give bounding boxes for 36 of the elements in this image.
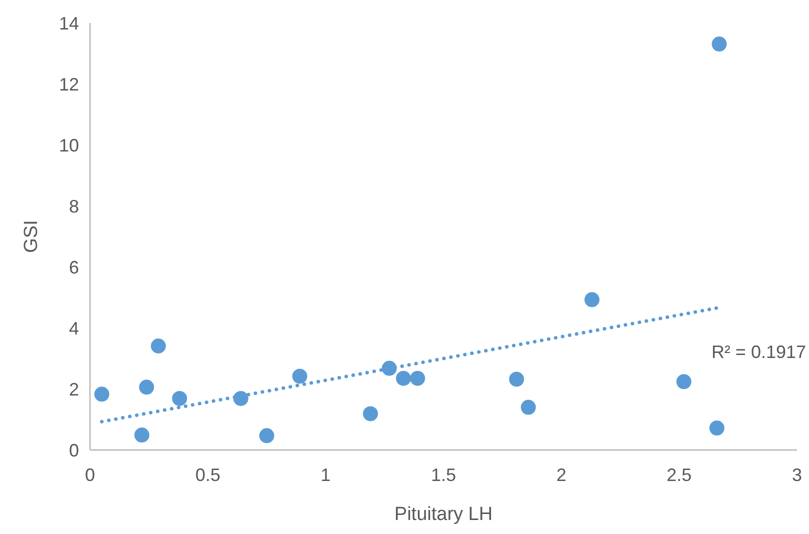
y-tick-label: 14 (58, 13, 79, 34)
x-tick-label: 0.5 (195, 465, 220, 485)
point (139, 380, 154, 395)
point (259, 428, 274, 444)
annotation: R² = 0.1917 (711, 342, 806, 362)
point (509, 372, 524, 387)
y-tick-label: 0 (68, 440, 79, 460)
y-tick-label: 2 (68, 379, 79, 400)
point (410, 370, 426, 386)
point (134, 428, 150, 443)
point (396, 370, 411, 386)
point (584, 292, 600, 308)
y-tick-label: 6 (68, 257, 79, 278)
point (94, 386, 110, 402)
y-axis-title: GSI (21, 220, 42, 253)
x-tick-label: 2.5 (666, 465, 692, 485)
point (520, 400, 536, 415)
point (712, 36, 727, 52)
x-tick-label: 2 (556, 465, 566, 485)
x-axis-title: Pituitary LH (394, 504, 493, 525)
y-tick-label: 8 (68, 196, 79, 216)
point (362, 406, 378, 422)
x-tick-label: 1 (320, 465, 331, 485)
point (233, 390, 248, 406)
point (292, 368, 308, 384)
point (676, 374, 692, 390)
point (150, 338, 166, 354)
y-tick-label: 4 (68, 318, 79, 338)
point (172, 390, 188, 406)
point (382, 360, 397, 376)
x-tick-label: 0 (84, 465, 96, 485)
x-tick-label: 3 (792, 465, 802, 485)
y-tick-label: 12 (58, 74, 79, 94)
point (709, 420, 724, 436)
y-tick-label: 10 (58, 135, 79, 156)
x-tick-label: 1.5 (430, 465, 456, 485)
